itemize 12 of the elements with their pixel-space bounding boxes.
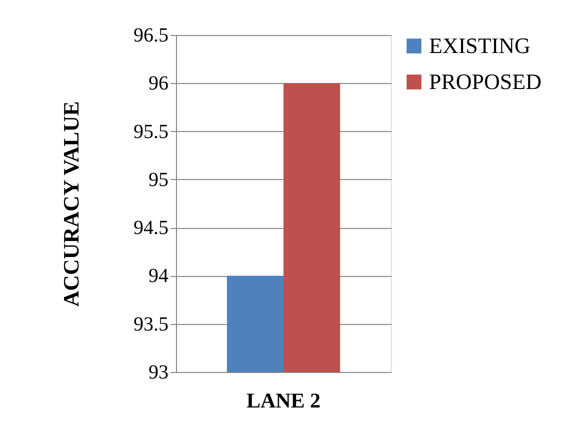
y-tick-label: 96 [148, 72, 168, 95]
y-tick-label: 93 [148, 362, 168, 384]
y-tick-label: 94.5 [134, 217, 168, 240]
y-tick-label: 94 [148, 265, 168, 288]
y-tick-label: 95 [148, 168, 168, 191]
x-tick-label: LANE 2 [246, 388, 321, 412]
y-axis-title: ACCURACY VALUE [58, 101, 84, 307]
legend-label: PROPOSED [429, 69, 542, 94]
legend-label: EXISTING [429, 33, 531, 58]
y-tick-label: 93.5 [134, 313, 168, 336]
y-tick-label: 95.5 [134, 120, 168, 143]
y-tick-label: 96.5 [134, 24, 168, 46]
